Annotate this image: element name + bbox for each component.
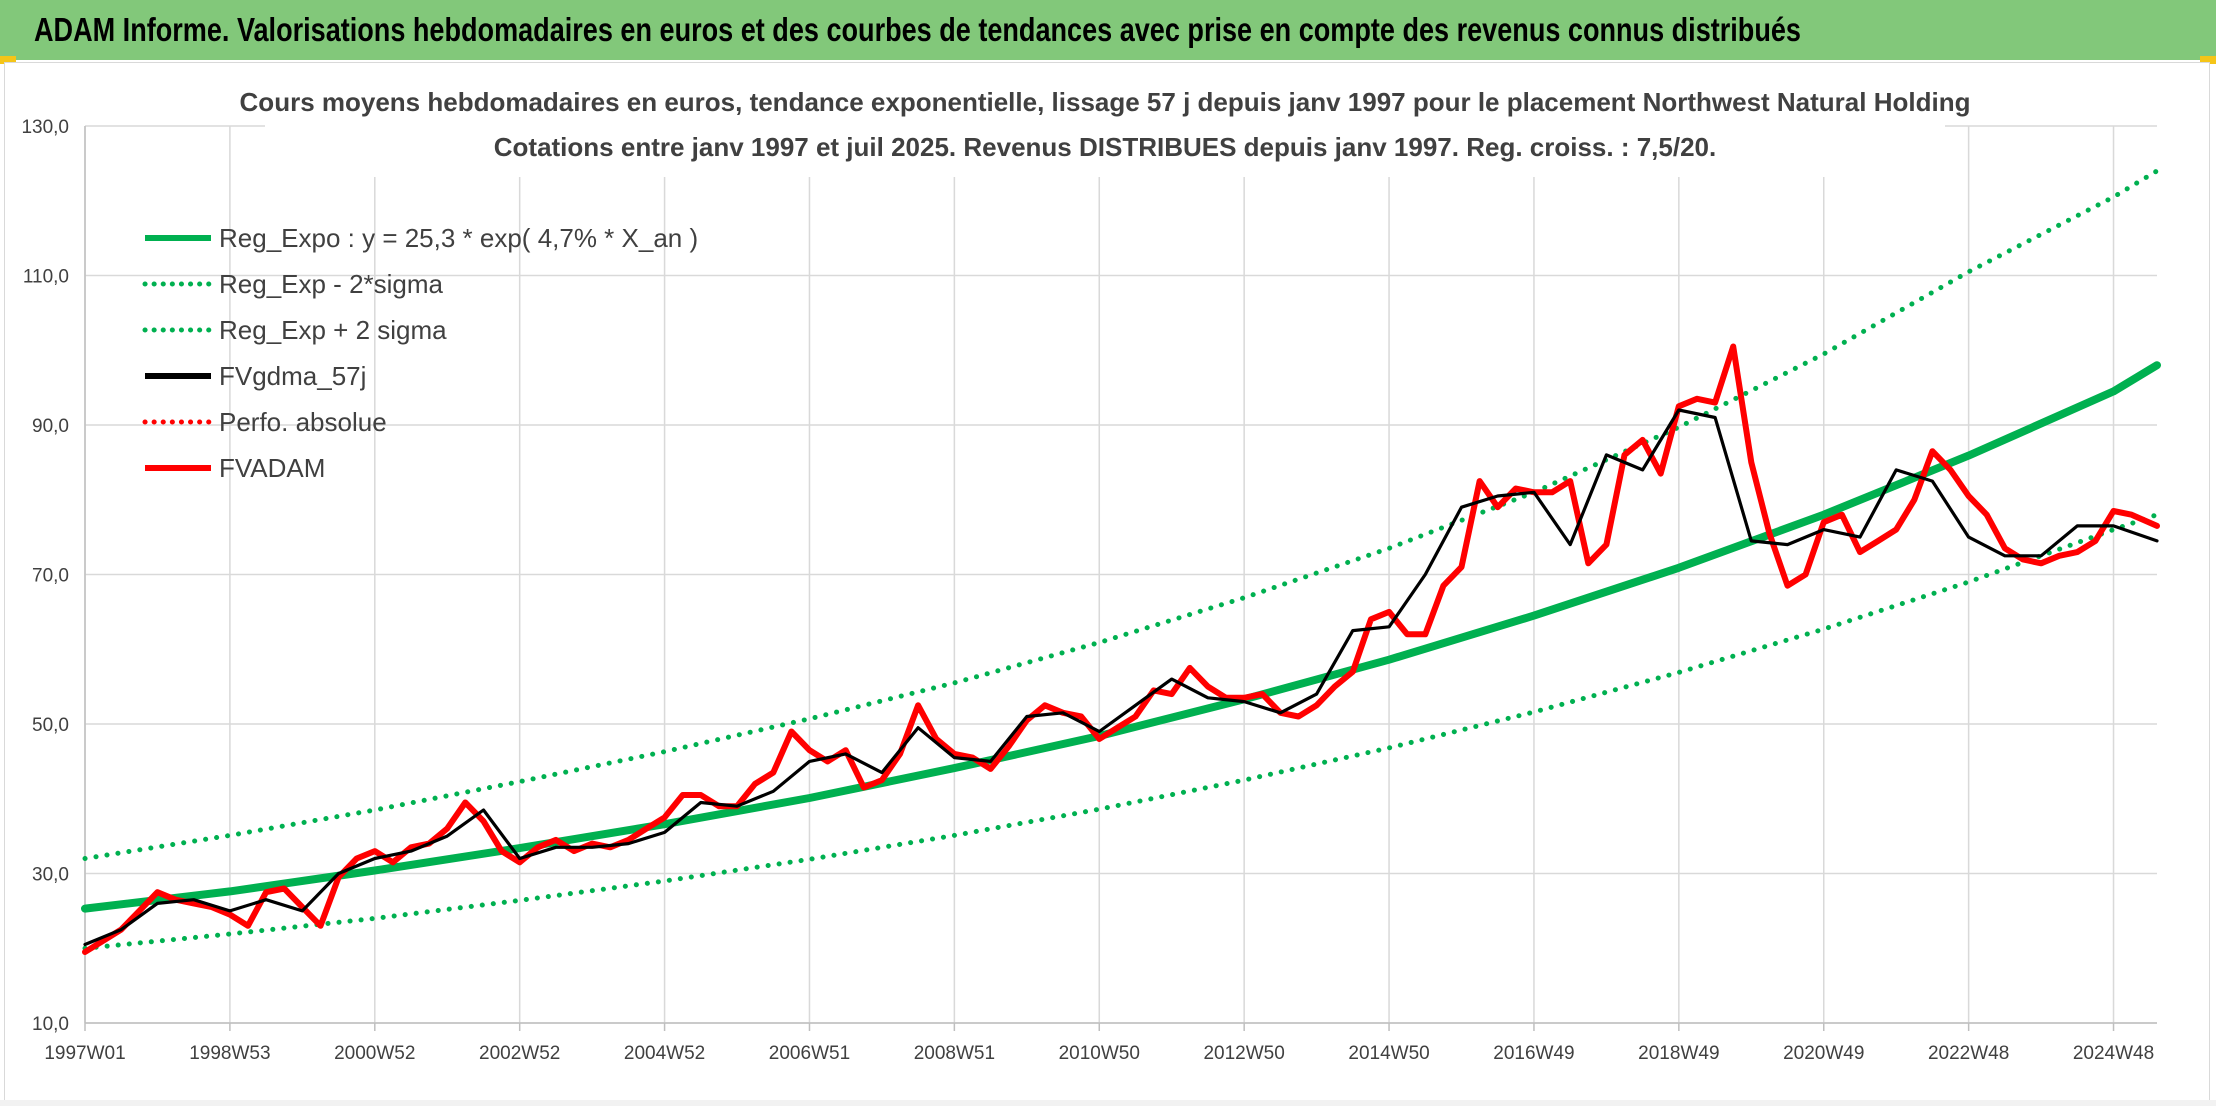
x-tick-label: 2020W49	[1783, 1043, 1864, 1064]
title-backdrop	[265, 69, 1945, 177]
y-tick-label: 130,0	[21, 117, 69, 138]
x-tick-label: 2012W50	[1203, 1043, 1284, 1064]
x-tick-label: 2004W52	[624, 1043, 705, 1064]
y-tick-label: 70,0	[32, 566, 69, 587]
corner-marker-right	[2200, 56, 2216, 64]
report-title: ADAM Informe. Valorisations hebdomadaire…	[34, 11, 1801, 48]
x-tick-label: 2018W49	[1638, 1043, 1719, 1064]
series-line-5	[82, 343, 2160, 955]
x-axis-ticks: 1997W01 1998W53 2000W52 2002W52 2004W52 2006W…	[44, 1022, 2157, 1064]
legend-label: Reg_Exp + 2 sigma	[219, 315, 447, 345]
chart-frame: 10,0 30,0 50,0 70,0 90,0 110,0 130,0 1997W01 19…	[4, 62, 2210, 1102]
legend-label: FVADAM	[219, 453, 325, 483]
legend-label: Perfo. absolue	[219, 407, 387, 437]
x-tick-label: 2016W49	[1493, 1043, 1574, 1064]
legend-label: Reg_Expo : y = 25,3 * exp( 4,7% * X_an )	[219, 223, 698, 253]
chart-title: Cours moyens hebdomadaires en euros, ten…	[240, 87, 1971, 117]
y-axis-ticks: 10,0 30,0 50,0 70,0 90,0 110,0 130,0	[21, 117, 86, 1035]
corner-marker-left	[0, 56, 16, 64]
series-layer	[81, 168, 2161, 955]
series-line-0	[81, 361, 2161, 913]
chart-subtitle: Cotations entre janv 1997 et juil 2025. …	[494, 132, 1716, 162]
x-tick-label: 2002W52	[479, 1043, 560, 1064]
legend-label: Reg_Exp - 2*sigma	[219, 269, 444, 299]
y-tick-label: 90,0	[32, 416, 69, 437]
header-band: ADAM Informe. Valorisations hebdomadaire…	[0, 0, 2216, 60]
x-tick-label: 1998W53	[189, 1043, 270, 1064]
bottom-strip	[0, 1100, 2216, 1106]
series-line-3	[83, 408, 2159, 947]
y-tick-label: 110,0	[23, 267, 69, 288]
y-tick-label: 10,0	[32, 1014, 69, 1035]
x-tick-label: 2024W48	[2073, 1043, 2154, 1064]
x-tick-label: 2014W50	[1348, 1043, 1429, 1064]
x-tick-label: 2022W48	[1928, 1043, 2009, 1064]
x-tick-label: 1997W01	[44, 1043, 125, 1064]
series-line-1	[82, 512, 2160, 951]
x-tick-label: 2008W51	[914, 1043, 995, 1064]
x-tick-label: 2000W52	[334, 1043, 415, 1064]
series-line-2	[82, 168, 2160, 861]
legend-label: FVgdma_57j	[219, 361, 366, 391]
legend: Reg_Expo : y = 25,3 * exp( 4,7% * X_an )…	[142, 223, 698, 483]
x-tick-label: 2006W51	[769, 1043, 850, 1064]
y-tick-label: 50,0	[32, 715, 69, 736]
x-tick-label: 2010W50	[1059, 1043, 1140, 1064]
grid-layer	[84, 125, 2157, 1024]
y-tick-label: 30,0	[32, 865, 69, 886]
